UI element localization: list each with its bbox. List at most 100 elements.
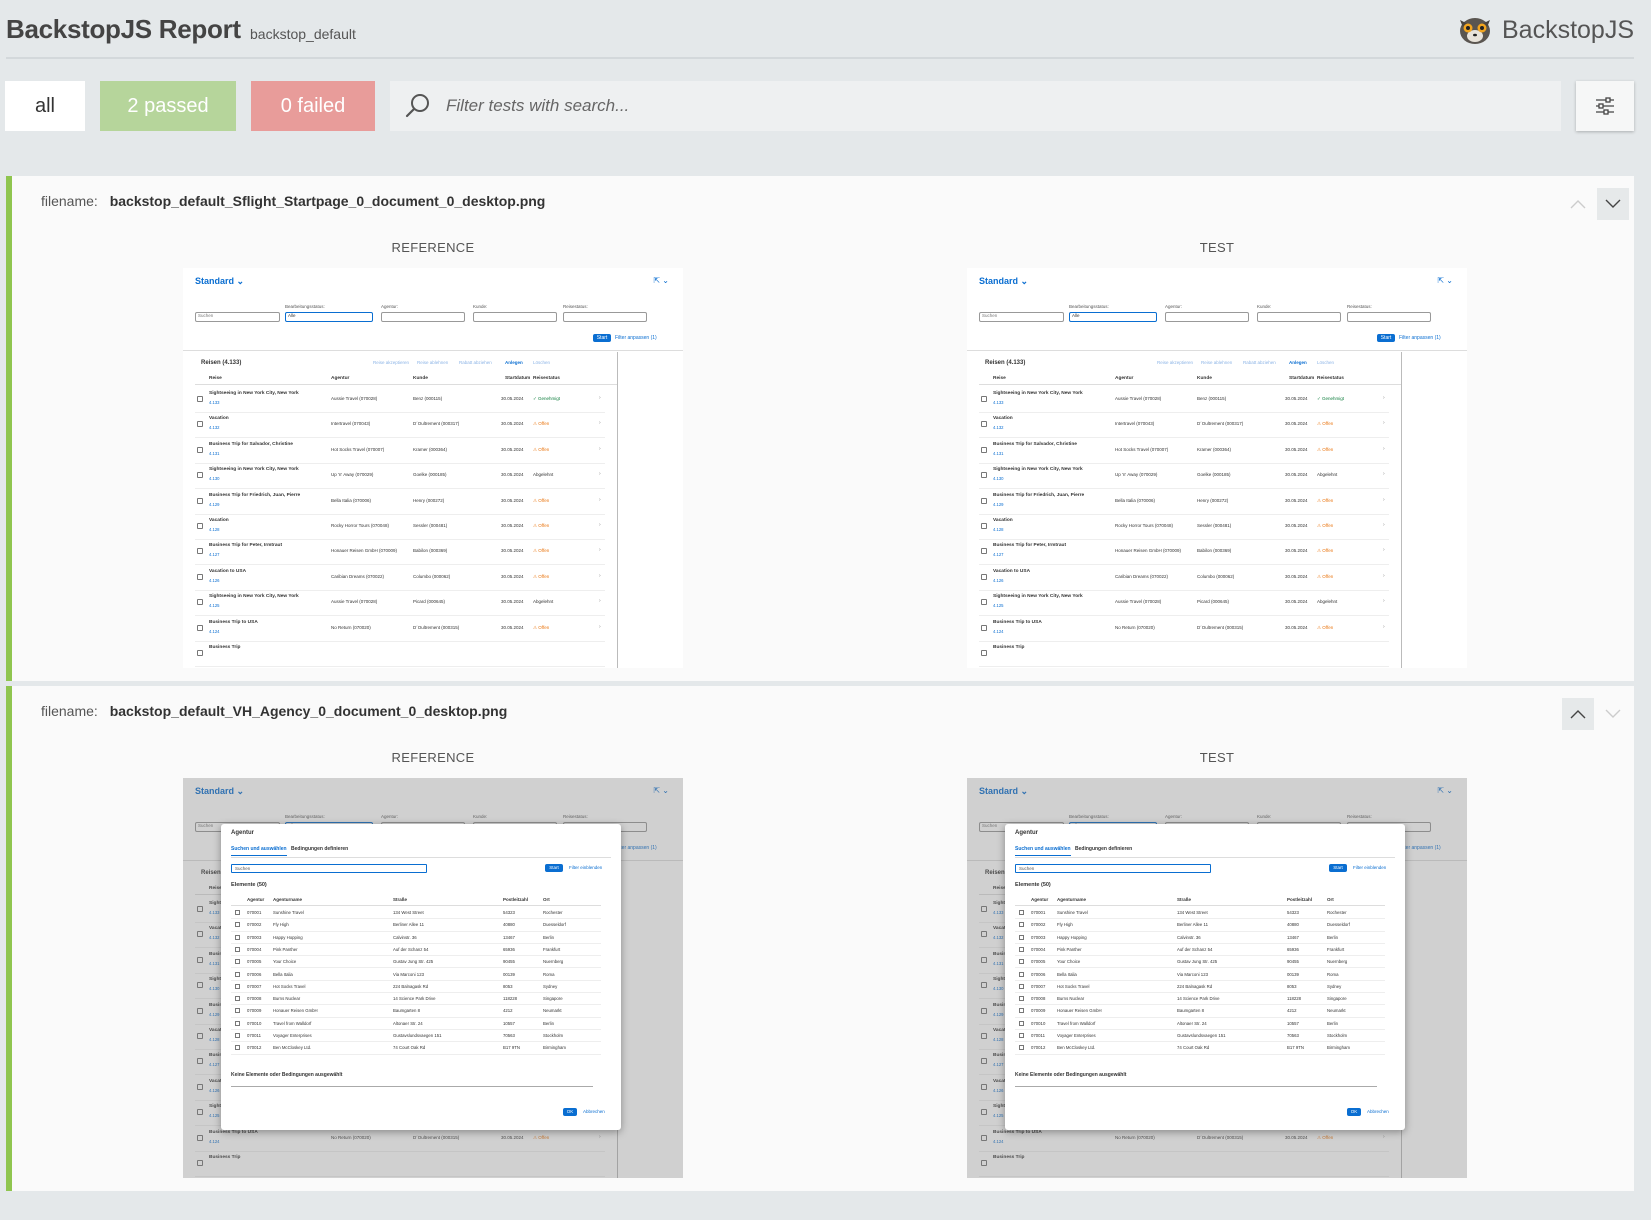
row-customer: D´Oultrement (000315) [1197, 1134, 1244, 1140]
expand-button[interactable] [1597, 188, 1629, 220]
row-customer: Columbo (000062) [413, 573, 451, 579]
dialog-cell: Hot Socks Travel [1057, 983, 1090, 989]
table-row: Business Trip for Friedrich, Juan, Pierr… [979, 488, 1389, 515]
dialog-cell: Auf der Schanz 54 [393, 946, 429, 952]
dialog-cell: Nuernberg [543, 959, 564, 965]
row-nav-icon: › [599, 623, 601, 630]
dialog-cell: 070005 [1031, 959, 1046, 965]
row-id: 4.131 [993, 960, 1004, 966]
row-title: Business Trip for Friedrich, Juan, Pierr… [993, 492, 1085, 498]
value-help-dialog: Agentur Suchen und auswählen Bedingungen d… [1005, 824, 1405, 1130]
dialog-cell: 70563 [1287, 1033, 1299, 1038]
dialog-cell: 00139 [1287, 971, 1299, 977]
toolbar-action: Reise ablehnen [417, 360, 449, 365]
row-customer: Benz (000115) [413, 396, 443, 401]
dialog-cell: 070012 [1031, 1045, 1046, 1051]
dialog-row-checkbox [1019, 1033, 1024, 1038]
row-title: Vacation [993, 416, 1013, 422]
row-status: Abgelehnt [1317, 472, 1338, 478]
toolbar-action: Löschen [1317, 360, 1335, 365]
row-date: 30.05.2024 [501, 573, 524, 579]
row-id: 4.129 [209, 501, 220, 507]
toolbar-action: Rabatt abziehen [1243, 360, 1276, 365]
row-checkbox [197, 548, 203, 555]
export-icon: ⇱ ⌄ [653, 786, 669, 795]
dialog-row-checkbox [1019, 983, 1024, 989]
row-customer: D´Oultrement (000315) [413, 1134, 460, 1140]
settings-button[interactable] [1576, 81, 1634, 131]
dialog-cell: 224 Balnagask Rd [1177, 983, 1213, 989]
row-id: 4.130 [993, 476, 1004, 482]
row-checkbox [981, 446, 987, 453]
divider [231, 905, 601, 906]
dialog-row-checkbox [1019, 946, 1024, 952]
row-customer: Columbo (000062) [1197, 573, 1235, 579]
row-date: 30.05.2024 [1285, 396, 1308, 401]
dialog-cell: 40880 [1287, 922, 1299, 928]
dialog-row: 070002 Fly High Berliner Allee 11 40880 Dues… [231, 919, 601, 932]
dialog-cell: 070003 [1031, 934, 1046, 940]
row-id: 4.127 [209, 1062, 220, 1068]
scroll-divider [1401, 352, 1402, 668]
row-date: 30.05.2024 [501, 599, 524, 605]
filter-passed-button[interactable]: 2 passed [100, 81, 236, 131]
reference-image[interactable]: Standard ⌄ ⇱ ⌄ Bearbeitungsstatus: Agentur:… [183, 268, 683, 668]
row-date: 30.05.2024 [501, 472, 524, 478]
dialog-cell: 00139 [503, 971, 515, 977]
row-nav-icon: › [1383, 496, 1385, 503]
dialog-cell: Fly High [273, 922, 289, 928]
toolbar-action: Reise akzeptieren [373, 360, 410, 365]
dialog-cell: Berlin [543, 1020, 554, 1026]
expand-button[interactable] [1597, 698, 1629, 730]
filter-failed-button[interactable]: 0 failed [251, 81, 375, 131]
table-row: Sightseeing in New York City, New York 4.… [195, 386, 605, 413]
row-checkbox [981, 599, 987, 606]
filter-all-button[interactable]: all [5, 81, 85, 131]
dialog-column-header: Ort [543, 897, 550, 902]
dialog-cell: Roma [1327, 971, 1339, 977]
row-date: 30.05.2024 [501, 1134, 524, 1140]
search-input[interactable]: Filter tests with search... [390, 81, 1561, 131]
dialog-cell: Birmingham [1327, 1045, 1350, 1051]
dialog-row-checkbox [1019, 1008, 1024, 1014]
collapse-button[interactable] [1562, 188, 1594, 220]
dialog-cell: Travel from Walldorf [1057, 1020, 1096, 1026]
test-image[interactable]: Standard ⌄ ⇱ ⌄ Bearbeitungsstatus: Agentur:… [967, 778, 1467, 1178]
dialog-cell: Pink Panther [273, 946, 298, 952]
dialog-row: 070012 Ben McCloskey Ltd. 74 Court Oak Rd B… [231, 1042, 601, 1055]
table-row: Vacation to USA 4.126 Caribian Dreams (070… [979, 564, 1389, 591]
dialog-cell: Happy Hopping [1057, 934, 1087, 940]
row-checkbox [197, 523, 203, 529]
column-header: Startdatum [505, 376, 531, 381]
dialog-ok-button: OK [563, 1108, 577, 1116]
row-checkbox [981, 1007, 987, 1014]
table-row: Sightseeing in New York City, New York 4.… [979, 386, 1389, 413]
row-checkbox [197, 421, 203, 428]
test-image[interactable]: Standard ⌄ ⇱ ⌄ Bearbeitungsstatus: Agentur:… [967, 268, 1467, 668]
row-id: 4.131 [209, 450, 220, 456]
reference-image[interactable]: Standard ⌄ ⇱ ⌄ Bearbeitungsstatus: Agentur:… [183, 778, 683, 1178]
dialog-cell: Happy Hopping [273, 934, 303, 940]
row-agency: Up 'n' Away (070029) [331, 472, 374, 478]
row-checkbox [981, 906, 987, 912]
dialog-cell: 070002 [1031, 922, 1046, 928]
dialog-row: 070005 Your Choice Gustav Jung Str. 425 904… [1015, 956, 1385, 969]
filter-label: Kunde: [1257, 814, 1272, 819]
row-status: ⚠ Offen [1317, 624, 1334, 630]
table-row: Business Trip [979, 1150, 1389, 1177]
dialog-row-checkbox [1019, 959, 1024, 965]
row-id: 4.130 [209, 476, 220, 482]
row-status: ⚠ Offen [1317, 548, 1334, 554]
toolbar-action: Reise ablehnen [1201, 360, 1233, 365]
row-customer: Babilon (000369) [1197, 548, 1232, 554]
dialog-cell: 90455 [503, 959, 515, 965]
dialog-cell: 40880 [503, 922, 515, 928]
dialog-column-header: Agenturname [273, 897, 303, 902]
filter-label: Kunde: [473, 304, 488, 309]
dialog-cell: Duesseldorf [543, 922, 566, 928]
collapse-button[interactable] [1562, 698, 1594, 730]
elements-count: Elemente (50) [231, 882, 267, 888]
test-card: filename: backstop_default_VH_Agency_0_d… [6, 686, 1634, 1191]
adapt-filters-link: Filter anpassen (1) [1399, 845, 1441, 851]
toolbar-action: Anlegen [505, 360, 523, 365]
